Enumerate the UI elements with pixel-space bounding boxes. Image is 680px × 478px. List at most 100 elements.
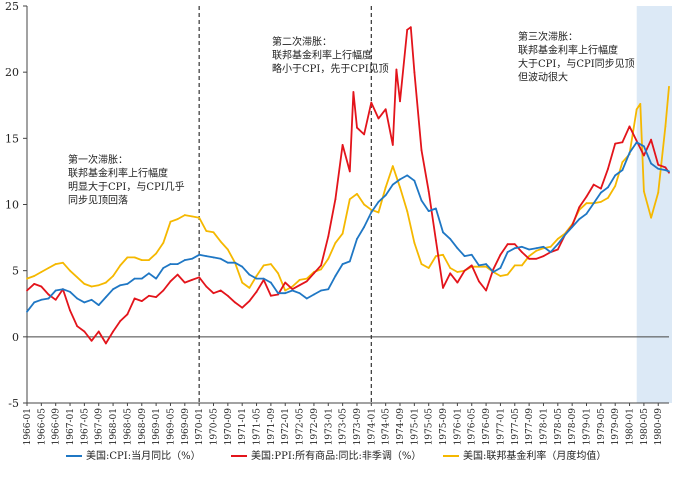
legend-label-ppi: 美国:PPI:所有商品:同比:非季调（%） xyxy=(251,449,421,462)
data-point-ffr xyxy=(639,103,642,105)
data-point-ppi xyxy=(76,325,79,328)
data-point-ppi xyxy=(241,306,244,309)
annotation-2-line: 略小于CPI，先于CPI见顶 xyxy=(272,62,389,75)
data-point-ppi xyxy=(54,298,57,301)
data-point-cpi xyxy=(76,297,79,300)
data-point-ffr xyxy=(169,220,172,223)
data-point-ppi xyxy=(320,264,323,267)
data-point-cpi xyxy=(255,277,258,280)
data-point-ppi xyxy=(470,264,473,267)
data-point-ffr xyxy=(664,125,667,128)
data-point-ppi xyxy=(599,187,602,190)
data-point-ffr xyxy=(133,256,136,259)
x-tick-label: 1978-05 xyxy=(554,408,564,446)
data-point-cpi xyxy=(420,199,423,202)
data-point-ppi xyxy=(635,140,638,142)
data-point-cpi xyxy=(47,297,50,300)
data-point-ppi xyxy=(169,280,172,283)
data-point-cpi xyxy=(148,272,150,275)
x-tick-label: 1980-01 xyxy=(626,408,636,445)
data-point-ffr xyxy=(599,200,602,203)
annotation-3-line: 但波动很大 xyxy=(518,71,568,84)
data-point-ffr xyxy=(521,264,523,267)
data-point-ffr xyxy=(26,277,28,280)
legend-label-cpi: 美国:CPI:当月同比（%） xyxy=(86,449,201,462)
data-point-ppi xyxy=(234,301,236,304)
data-point-ppi xyxy=(105,342,107,345)
data-point-ppi xyxy=(420,149,423,152)
data-point-ffr xyxy=(642,190,645,193)
data-point-cpi xyxy=(191,257,193,260)
data-point-ffr xyxy=(183,214,186,216)
annotation-1-line: 第一次滞胀： xyxy=(68,153,128,166)
data-point-ffr xyxy=(348,198,351,201)
data-point-ppi xyxy=(592,183,595,186)
data-point-ffr xyxy=(298,279,301,281)
data-point-ppi xyxy=(434,239,437,242)
data-point-ppi xyxy=(650,138,652,141)
data-point-ppi xyxy=(456,281,459,284)
data-point-cpi xyxy=(668,170,670,173)
data-point-cpi xyxy=(449,238,452,240)
data-point-cpi xyxy=(320,289,323,292)
annotation-2-line: 第二次滞胀： xyxy=(272,35,332,48)
data-point-cpi xyxy=(269,281,272,284)
data-point-cpi xyxy=(521,245,523,248)
data-point-ppi xyxy=(384,108,387,111)
data-point-cpi xyxy=(262,277,265,280)
data-point-cpi xyxy=(413,179,416,182)
y-tick-label: 25 xyxy=(5,0,19,13)
data-point-cpi xyxy=(83,301,86,304)
annotation-3-line: 联邦基金利率上行幅度 xyxy=(518,44,618,57)
data-point-cpi xyxy=(578,218,581,220)
data-point-ffr xyxy=(413,241,416,244)
data-point-ppi xyxy=(356,126,358,129)
data-point-ffr xyxy=(668,85,670,88)
data-point-cpi xyxy=(54,289,57,292)
data-point-cpi xyxy=(298,292,301,295)
data-point-ppi xyxy=(219,289,222,292)
data-point-cpi xyxy=(628,151,631,154)
data-point-ffr xyxy=(277,272,279,275)
data-point-ppi xyxy=(607,167,609,170)
data-point-ppi xyxy=(26,289,28,292)
data-point-ffr xyxy=(112,275,114,277)
x-tick-label: 1970-05 xyxy=(210,408,220,446)
data-point-cpi xyxy=(478,264,480,267)
data-point-ppi xyxy=(313,272,315,275)
x-tick-label: 1968-09 xyxy=(138,408,148,446)
x-tick-label: 1975-05 xyxy=(425,408,435,446)
data-point-ppi xyxy=(427,190,430,193)
data-point-cpi xyxy=(399,178,401,181)
x-tick-label: 1974-01 xyxy=(367,408,377,445)
y-tick-label: 15 xyxy=(5,132,19,145)
data-point-ffr xyxy=(262,264,265,267)
data-point-ffr xyxy=(528,255,531,258)
data-point-cpi xyxy=(162,267,165,269)
data-point-ppi xyxy=(578,206,581,209)
data-point-cpi xyxy=(442,231,444,234)
data-point-ffr xyxy=(535,249,538,252)
data-point-cpi xyxy=(542,245,545,248)
data-point-cpi xyxy=(470,253,473,256)
data-point-cpi xyxy=(90,298,93,301)
data-point-ffr xyxy=(556,238,559,240)
x-tick-label: 1977-09 xyxy=(525,408,535,446)
data-point-ffr xyxy=(269,263,272,265)
data-point-cpi xyxy=(370,211,373,214)
data-point-ppi xyxy=(363,133,366,136)
data-point-cpi xyxy=(241,265,244,268)
data-point-ppi xyxy=(248,300,251,303)
data-point-ffr xyxy=(140,259,143,261)
data-point-ppi xyxy=(47,293,50,296)
data-point-cpi xyxy=(356,238,358,240)
data-point-cpi xyxy=(348,260,351,263)
data-point-cpi xyxy=(61,288,64,291)
data-point-ppi xyxy=(327,235,330,238)
x-tick-label: 1980-05 xyxy=(640,408,650,446)
data-point-ppi xyxy=(499,253,502,256)
x-tick-label: 1966-09 xyxy=(52,408,62,446)
data-point-ppi xyxy=(291,288,294,291)
data-point-cpi xyxy=(549,251,552,254)
